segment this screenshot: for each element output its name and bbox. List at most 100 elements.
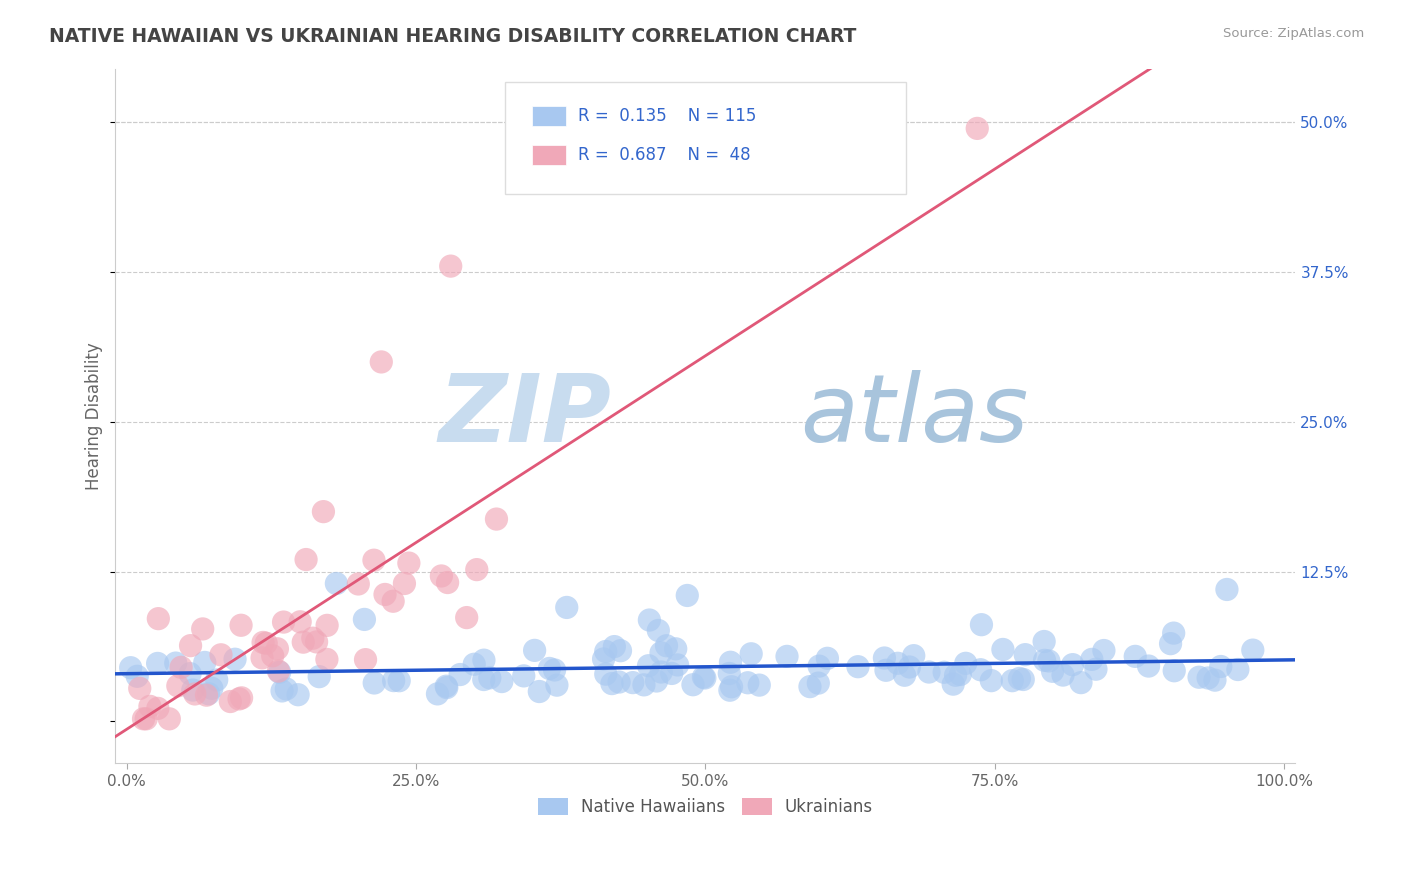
Point — [363, 553, 385, 567]
Point — [991, 642, 1014, 657]
Point — [271, 684, 294, 698]
Point — [1008, 672, 1031, 686]
Point — [1081, 652, 1104, 666]
Legend: Native Hawaiians, Ukrainians: Native Hawaiians, Ukrainians — [529, 789, 882, 824]
Point — [898, 660, 921, 674]
Point — [1033, 634, 1056, 648]
Point — [1070, 675, 1092, 690]
Point — [637, 658, 659, 673]
FancyBboxPatch shape — [531, 145, 567, 165]
Point — [316, 618, 339, 632]
Point — [209, 648, 232, 662]
Point — [370, 355, 392, 369]
Point — [621, 675, 644, 690]
Point — [224, 652, 246, 666]
Point — [157, 712, 180, 726]
Point — [491, 674, 513, 689]
Point — [146, 701, 169, 715]
Point — [665, 641, 688, 656]
Point — [969, 663, 991, 677]
Point — [934, 665, 956, 680]
Point — [595, 667, 617, 681]
Point — [139, 699, 162, 714]
Point — [463, 657, 485, 672]
Point — [1038, 654, 1060, 668]
Point — [1160, 637, 1182, 651]
Point — [903, 648, 925, 663]
Point — [148, 612, 170, 626]
Point — [692, 670, 714, 684]
Point — [1216, 582, 1239, 597]
Point — [650, 665, 672, 679]
Point — [720, 655, 742, 669]
Point — [398, 556, 420, 570]
Point — [737, 675, 759, 690]
Point — [316, 652, 339, 666]
Point — [1163, 664, 1185, 678]
Point — [430, 569, 453, 583]
Point — [194, 656, 217, 670]
Point — [288, 615, 311, 629]
Point — [529, 684, 551, 698]
Point — [918, 665, 941, 679]
Point — [776, 649, 799, 664]
Point — [595, 644, 617, 658]
Point — [1042, 665, 1064, 679]
Point — [374, 587, 396, 601]
Point — [682, 678, 704, 692]
Point — [650, 646, 672, 660]
Point — [720, 680, 742, 694]
Point — [740, 647, 762, 661]
Point — [1163, 626, 1185, 640]
Point — [197, 687, 219, 701]
Point — [436, 681, 458, 695]
Point — [942, 677, 965, 691]
Point — [305, 635, 328, 649]
Point — [228, 692, 250, 706]
Point — [603, 640, 626, 654]
Point — [887, 657, 910, 671]
Point — [655, 639, 678, 653]
Point — [1014, 648, 1036, 662]
Point — [295, 552, 318, 566]
Point — [292, 635, 315, 649]
Point — [128, 681, 150, 696]
Point — [1197, 671, 1219, 685]
Point — [523, 643, 546, 657]
Point — [645, 673, 668, 688]
Text: R =  0.687    N =  48: R = 0.687 N = 48 — [578, 146, 751, 164]
Point — [815, 651, 838, 665]
Point — [472, 673, 495, 687]
Point — [146, 657, 169, 671]
Point — [426, 687, 449, 701]
Point — [472, 653, 495, 667]
Point — [609, 643, 631, 657]
Point — [250, 650, 273, 665]
Point — [301, 631, 323, 645]
Point — [538, 661, 561, 675]
Point — [273, 615, 295, 629]
Point — [1062, 657, 1084, 672]
Point — [945, 668, 967, 682]
Point — [276, 681, 298, 696]
Point — [180, 639, 202, 653]
Point — [1084, 662, 1107, 676]
Point — [127, 669, 149, 683]
FancyBboxPatch shape — [531, 105, 567, 126]
Point — [434, 679, 457, 693]
Point — [661, 666, 683, 681]
Point — [353, 612, 375, 626]
Point — [1092, 643, 1115, 657]
Point — [312, 505, 335, 519]
Point — [693, 671, 716, 685]
Point — [846, 659, 869, 673]
Text: atlas: atlas — [800, 370, 1028, 461]
Point — [363, 676, 385, 690]
Point — [465, 563, 488, 577]
Point — [970, 617, 993, 632]
Point — [394, 576, 416, 591]
Point — [254, 636, 277, 650]
Text: Source: ZipAtlas.com: Source: ZipAtlas.com — [1223, 27, 1364, 40]
Point — [478, 671, 501, 685]
Point — [165, 656, 187, 670]
